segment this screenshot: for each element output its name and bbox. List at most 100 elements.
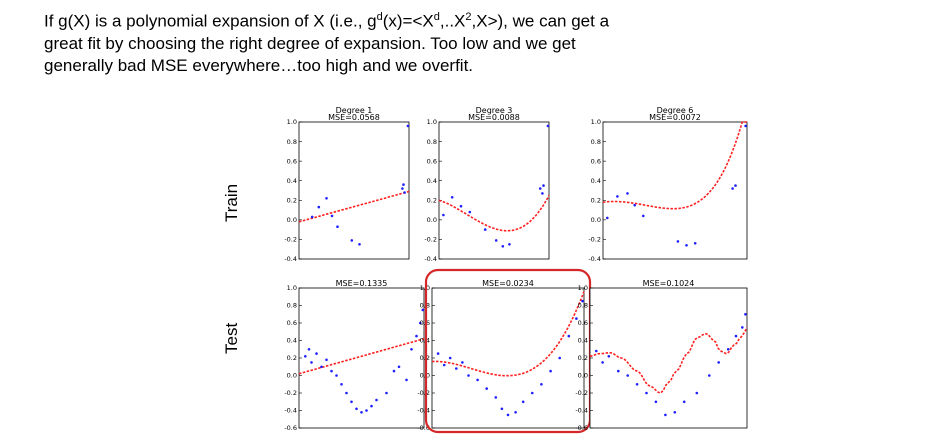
axes-frame [431, 287, 585, 429]
axes-frame [438, 121, 550, 260]
y-tick-label: 0.6 [427, 157, 437, 165]
data-point [330, 369, 333, 373]
data-point [695, 391, 699, 395]
data-point [358, 243, 361, 246]
panel-3: 1.0 0.8 0.6 0.4 0.2 0.0 -0.2 -0.4 Degree 6MSE=0.… [588, 106, 748, 263]
y-tick-label: -0.2 [417, 389, 430, 397]
y-tick-label: 0.4 [591, 177, 601, 185]
data-point [402, 183, 405, 186]
data-point [567, 334, 571, 338]
data-point [476, 378, 479, 382]
intro-line-3: generally bad MSE everywhere…too high an… [44, 55, 474, 75]
data-point [406, 124, 410, 128]
data-point [734, 184, 737, 187]
y-tick-label: 0.8 [420, 302, 430, 310]
data-point [317, 205, 321, 209]
data-point [549, 369, 552, 373]
data-point [741, 326, 744, 329]
y-tick-label: 0.8 [287, 138, 297, 146]
mse-label: MSE=0.0568 [328, 113, 380, 122]
y-tick-label: -0.2 [575, 389, 588, 397]
y-tick-label: -0.6 [417, 424, 430, 432]
y-tick-label: 0.8 [591, 138, 601, 146]
data-point [397, 365, 401, 369]
y-tick-label: -0.4 [588, 255, 601, 263]
data-point [442, 213, 445, 217]
data-point [506, 413, 510, 417]
data-point [375, 398, 378, 402]
y-tick-label: -0.2 [284, 389, 297, 397]
y-tick-label: -0.2 [284, 236, 297, 244]
data-point [330, 214, 334, 218]
data-point [540, 383, 543, 386]
y-tick-label: 0.8 [427, 138, 437, 146]
data-point [468, 210, 472, 214]
data-point [467, 374, 470, 377]
data-point [436, 352, 440, 355]
data-point [521, 400, 525, 404]
data-point [325, 358, 328, 362]
y-tick-label: 1.0 [287, 284, 297, 292]
data-point [335, 374, 338, 377]
data-point [350, 239, 354, 242]
y-tick-label: -0.4 [424, 255, 437, 263]
data-point [483, 228, 487, 231]
mse-label: MSE=0.1335 [336, 279, 388, 288]
data-point [606, 216, 609, 220]
data-point [541, 192, 544, 195]
y-tick-label: 0.6 [287, 157, 297, 165]
data-point [685, 244, 688, 247]
data-point [459, 204, 463, 208]
data-point [626, 374, 629, 377]
y-tick-label: 0.0 [287, 372, 297, 380]
data-point [501, 245, 505, 248]
data-point [654, 400, 658, 404]
y-tick-label: 0.0 [591, 216, 601, 224]
data-point [538, 187, 542, 190]
data-point [494, 239, 498, 242]
data-point [676, 240, 680, 243]
data-point [336, 225, 339, 228]
data-point [514, 411, 517, 414]
data-point [744, 124, 747, 128]
y-tick-label: 0.2 [287, 196, 297, 204]
y-tick-label: -0.2 [424, 236, 437, 244]
mse-label: MSE=0.0234 [482, 279, 534, 288]
y-tick-label: 1.0 [287, 118, 297, 126]
fit-curve [602, 121, 747, 210]
data-point [731, 187, 734, 190]
y-tick-label: 0.6 [420, 319, 430, 327]
y-tick-label: -0.6 [575, 424, 588, 432]
data-point [744, 313, 747, 316]
data-point [734, 334, 738, 338]
y-tick-label: 0.2 [591, 196, 601, 204]
data-point [542, 184, 545, 187]
data-point [717, 361, 720, 364]
mse-label: MSE=0.0072 [649, 113, 701, 122]
y-tick-label: 0.6 [591, 157, 601, 165]
data-point [726, 348, 730, 351]
data-point [405, 378, 408, 382]
data-point [304, 355, 307, 358]
data-point [455, 367, 458, 370]
fit-curve [298, 338, 425, 375]
data-point [325, 197, 328, 200]
y-tick-label: -0.4 [575, 407, 588, 415]
data-point [421, 308, 425, 312]
data-point [607, 355, 611, 358]
data-point [693, 242, 697, 245]
data-point [450, 196, 454, 199]
data-point [708, 374, 711, 377]
data-point [345, 391, 348, 395]
data-point [645, 391, 648, 395]
panel-title: Degree 3 [476, 106, 513, 115]
data-point [360, 411, 363, 414]
data-point [531, 391, 534, 395]
y-tick-label: -0.4 [284, 255, 297, 263]
panel-6: 1.0 0.8 0.6 0.4 0.2 0.0 -0.2 -0.4 -0.6 MSE=0.1024 [575, 279, 748, 432]
y-tick-label: 1.0 [420, 284, 430, 292]
panel-2: 1.0 0.8 0.6 0.4 0.2 0.0 -0.2 -0.4 Degree 3MSE=0.… [424, 106, 550, 263]
fit-curve [431, 291, 585, 377]
data-point [355, 407, 358, 411]
